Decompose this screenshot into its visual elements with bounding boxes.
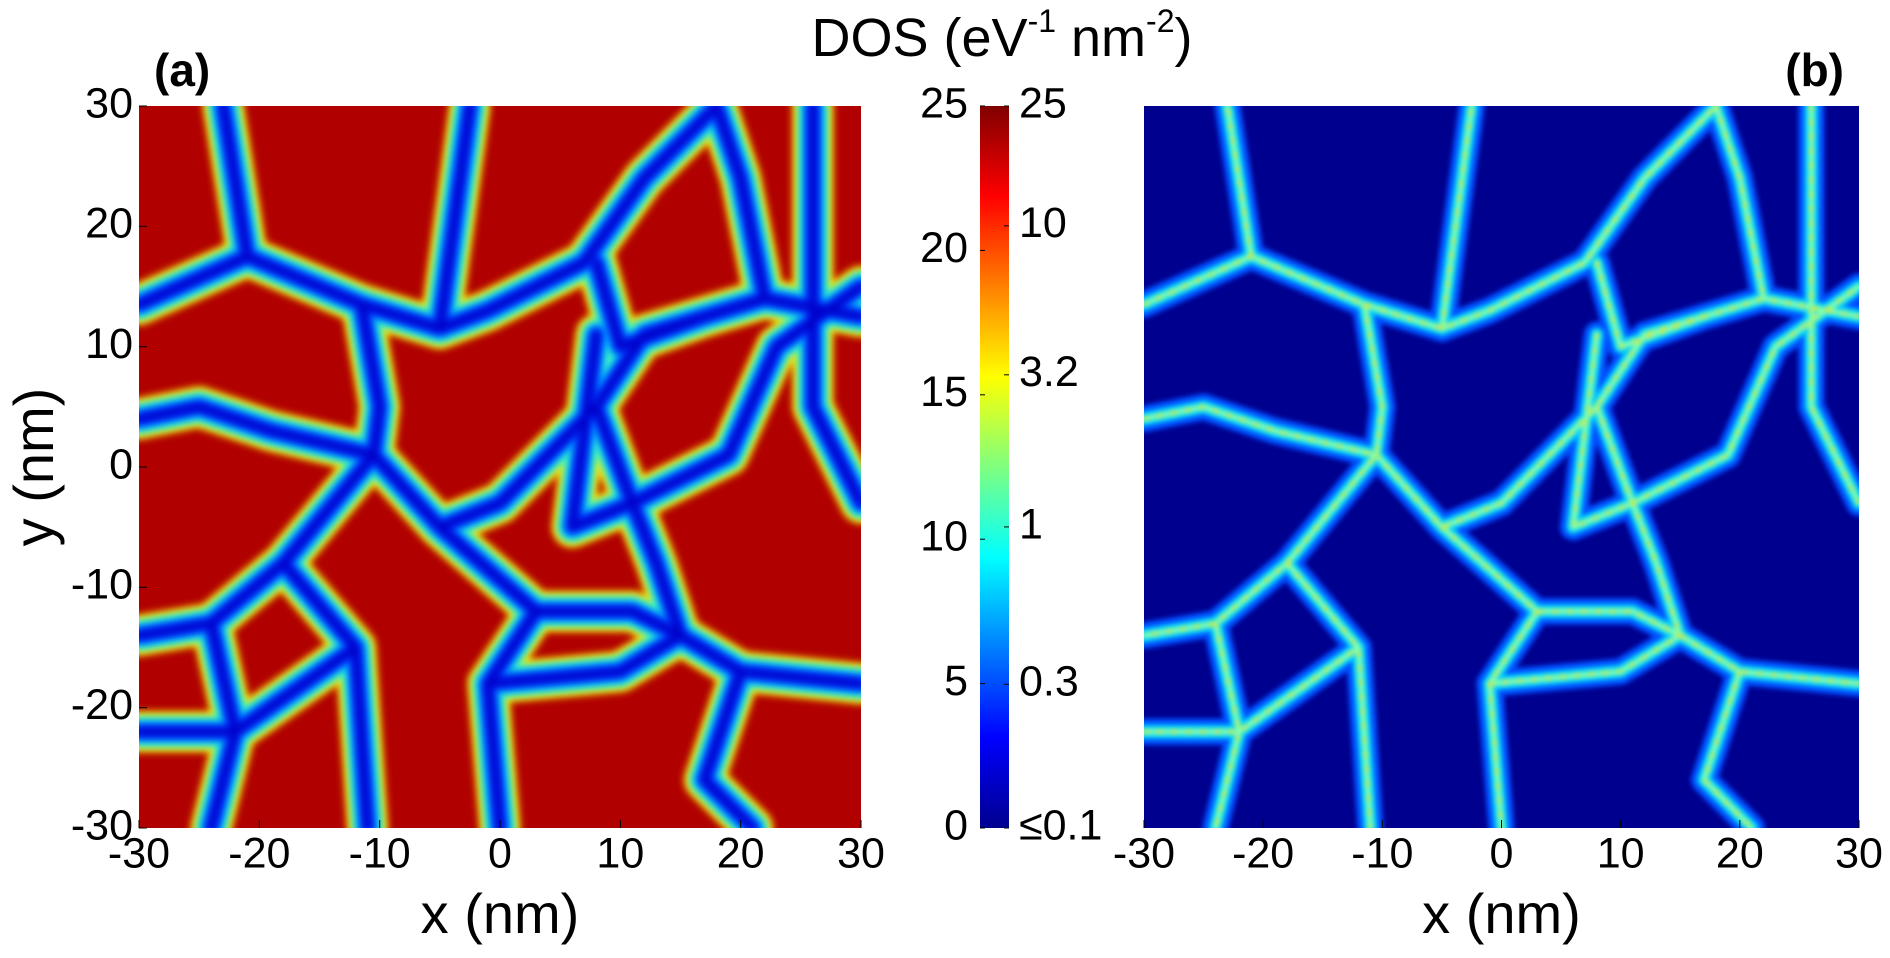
y-tick-label: 0	[109, 440, 133, 488]
y-axis-label: y (nm)	[2, 388, 65, 547]
figure-title: DOS (eV-1 nm-2)	[812, 3, 1193, 68]
y-tick-label: -20	[71, 681, 133, 729]
x-tick-label: -10	[1351, 829, 1413, 877]
panel-label: (a)	[154, 44, 210, 96]
title-text: )	[1175, 8, 1193, 68]
x-tick-label: 10	[596, 829, 644, 877]
colorbar-tick-label: 0	[944, 801, 968, 849]
y-tick-label: 20	[85, 200, 133, 248]
colorbar-log-tick-label: 3.2	[1019, 348, 1079, 396]
colorbar-tick-label: 20	[920, 224, 968, 272]
title-text: nm	[1056, 8, 1146, 68]
x-tick-label: 0	[1490, 829, 1514, 877]
panel-label: (b)	[1785, 44, 1844, 96]
colorbar-log-tick-label: 25	[1019, 79, 1067, 127]
heatmap	[139, 106, 861, 828]
y-tick-label: -10	[71, 561, 133, 609]
colorbar-log-tick-label: 0.3	[1019, 658, 1079, 706]
x-axis-label: x (nm)	[421, 882, 580, 945]
x-tick-label: -20	[228, 829, 290, 877]
x-tick-label: -30	[108, 829, 170, 877]
heatmap	[1144, 106, 1859, 828]
y-tick-label: -30	[71, 801, 133, 849]
title-superscript: -2	[1146, 3, 1174, 39]
x-tick-label: 20	[717, 829, 765, 877]
x-tick-label: 20	[1716, 829, 1764, 877]
x-tick-label: 30	[1835, 829, 1883, 877]
x-tick-label: 30	[837, 829, 885, 877]
colorbar-tick-label: 10	[920, 513, 968, 561]
x-tick-label: 10	[1597, 829, 1645, 877]
x-axis-label: x (nm)	[1422, 882, 1581, 945]
colorbar-log-tick-label: 10	[1019, 199, 1067, 247]
colorbar-tick-label: 25	[920, 79, 968, 127]
colorbar-tick-label: 15	[920, 368, 968, 416]
colorbar	[980, 106, 1009, 828]
y-tick-label: 30	[85, 79, 133, 127]
x-tick-label: 0	[488, 829, 512, 877]
y-tick-label: 10	[85, 320, 133, 368]
title-text: DOS (eV	[812, 8, 1028, 68]
x-tick-label: -20	[1232, 829, 1294, 877]
colorbar-log-tick-label: ≤0.1	[1019, 801, 1102, 849]
x-tick-label: -10	[349, 829, 411, 877]
colorbar-tick-label: 5	[944, 657, 968, 705]
colorbar-log-tick-label: 1	[1019, 500, 1043, 548]
title-superscript: -1	[1028, 3, 1056, 39]
x-tick-label: -30	[1113, 829, 1175, 877]
